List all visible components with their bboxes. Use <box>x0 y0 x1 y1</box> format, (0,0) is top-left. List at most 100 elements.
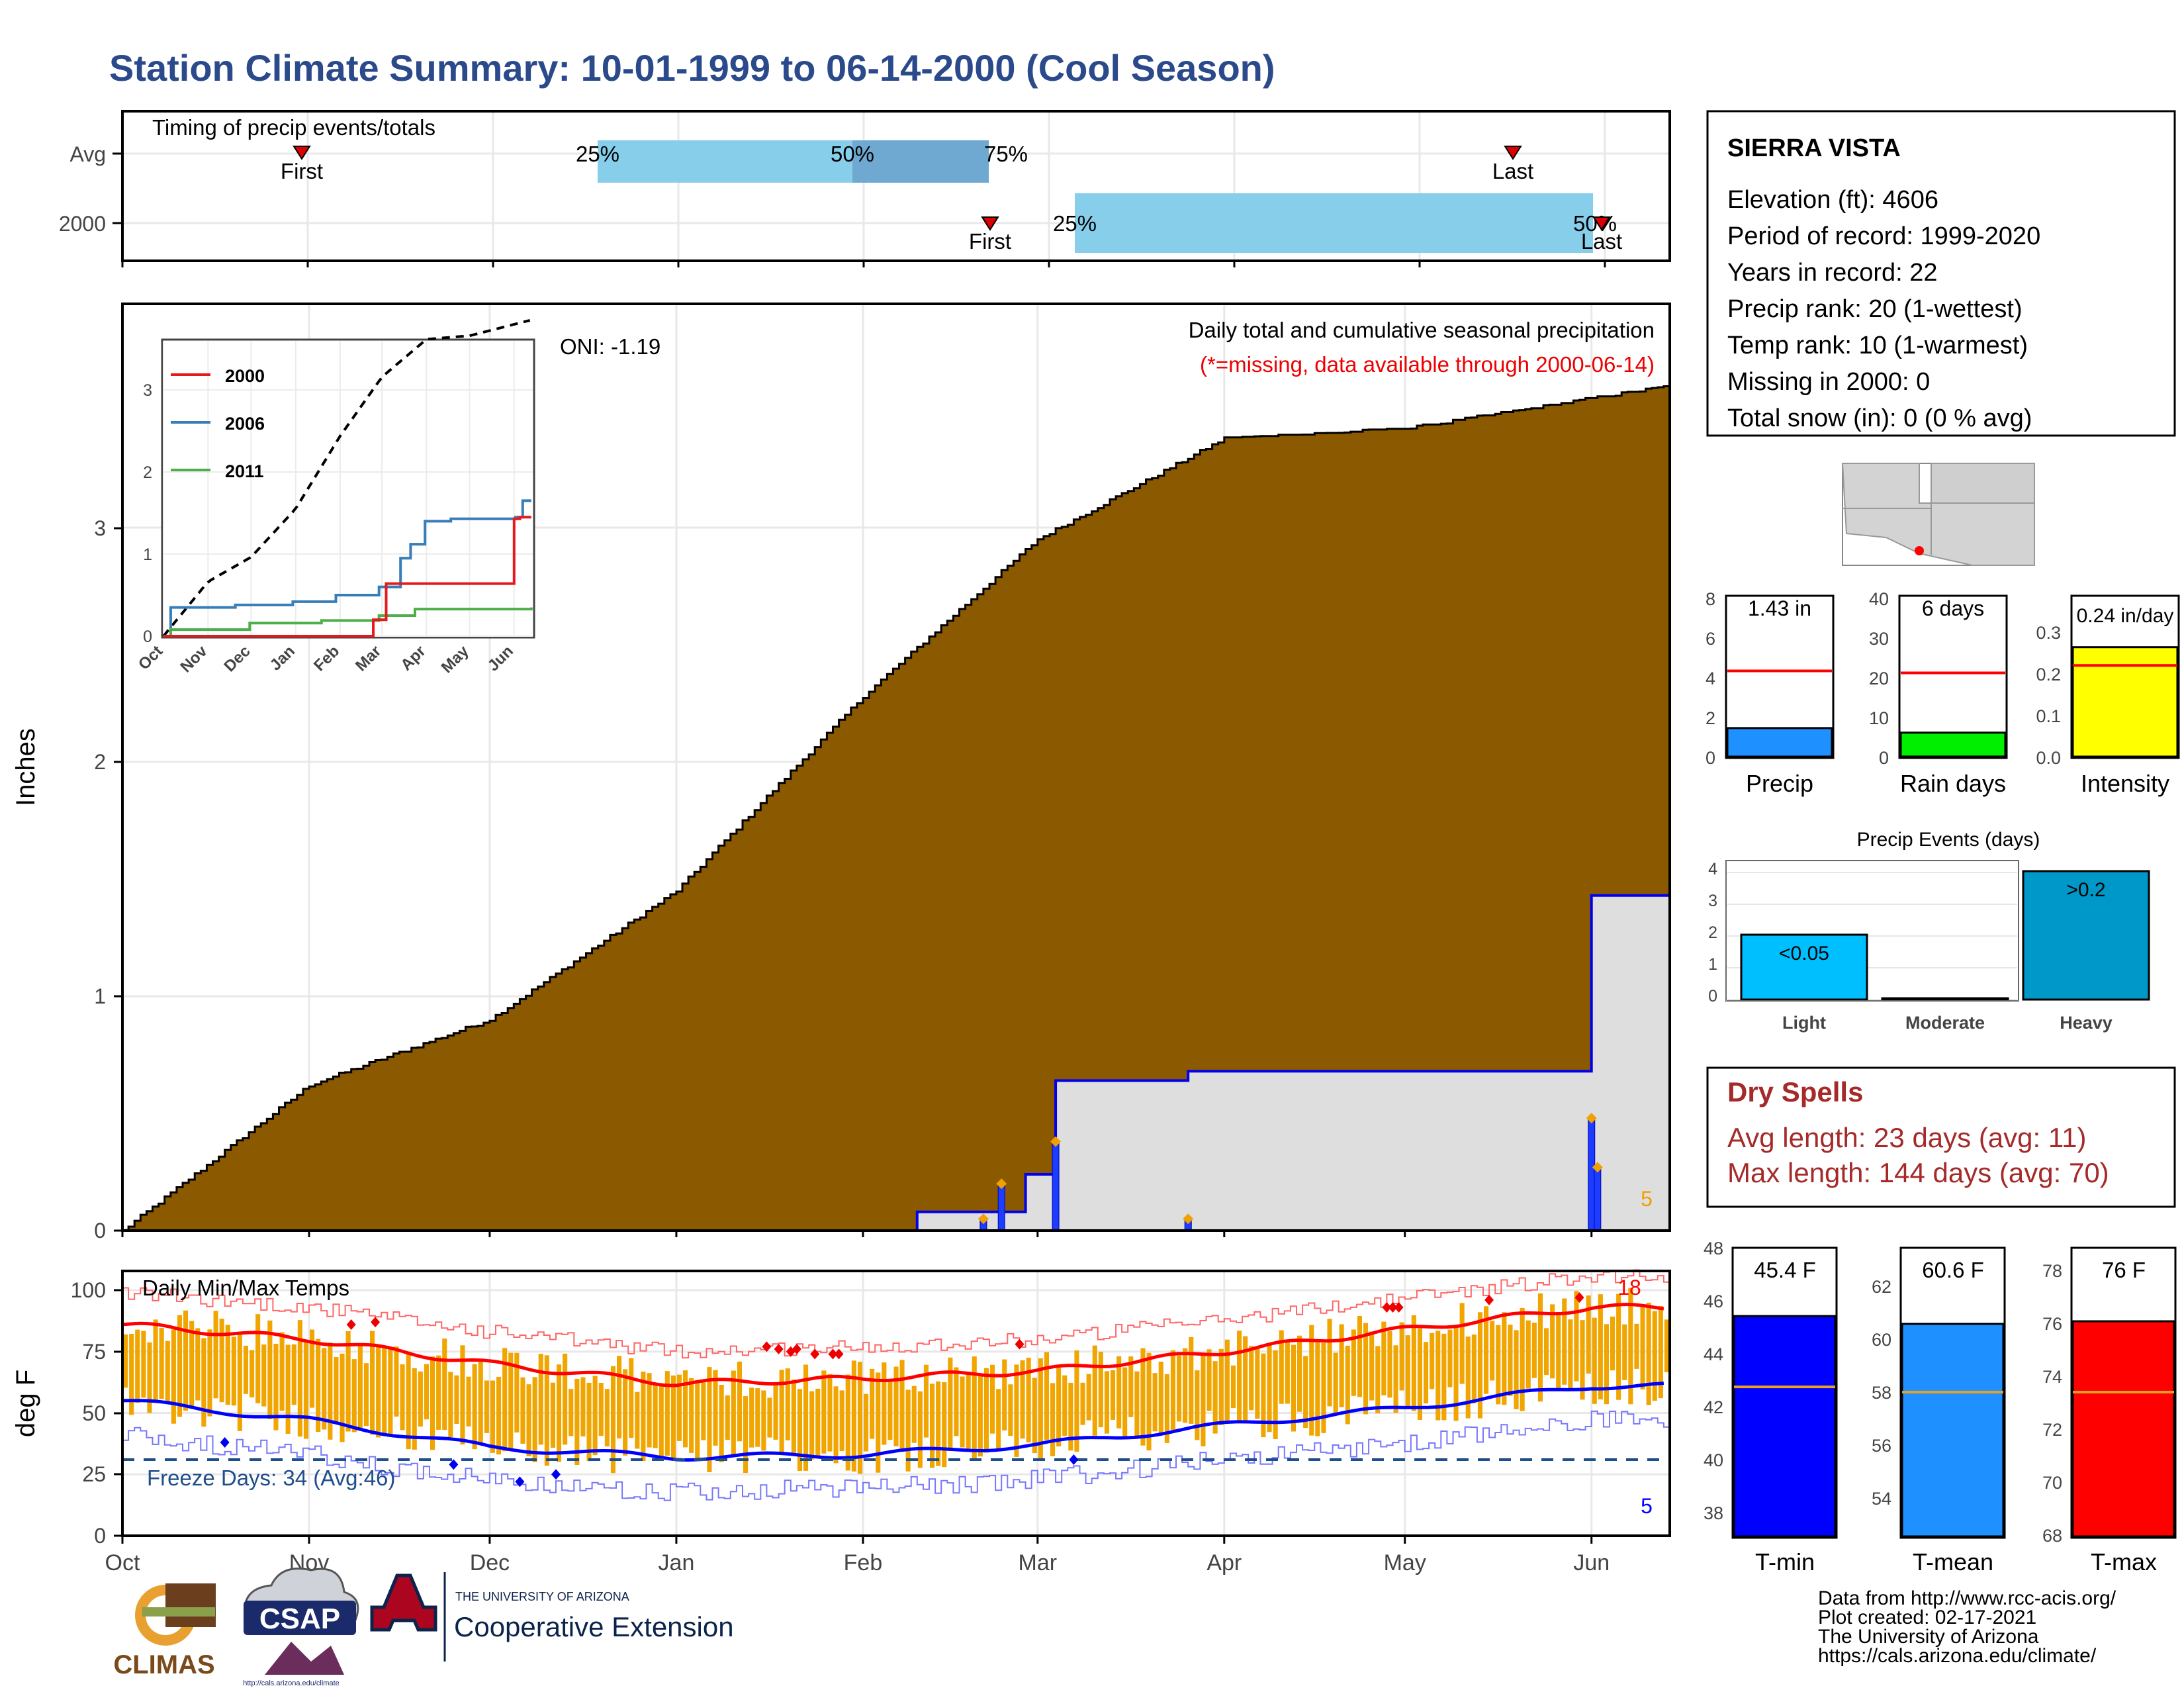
events-xtick-light: Light <box>1782 1013 1826 1033</box>
precip-ytick-0: 0 <box>94 1219 106 1243</box>
temp-range-bar <box>1189 1336 1194 1424</box>
dry-spells-title: Dry Spells <box>1727 1076 1863 1107</box>
temp-range-bar <box>153 1319 158 1401</box>
temp-range-bar <box>406 1351 411 1450</box>
temp-range-bar <box>382 1348 387 1435</box>
tmax-ytick-72: 72 <box>2042 1420 2062 1440</box>
temp-range-bar <box>966 1375 971 1450</box>
tmin-ytick-42: 42 <box>1704 1397 1723 1417</box>
inset-legend-2011: 2011 <box>225 461 264 481</box>
temp-range-bar <box>532 1377 537 1462</box>
temp-range-bar <box>1490 1321 1495 1381</box>
temp-range-bar <box>1315 1342 1320 1436</box>
temp-range-bar <box>1502 1312 1507 1405</box>
inset-chart: 2000 2006 2011 0 1 2 3 Oct Nov Dec Jan Feb Ma… <box>135 318 535 677</box>
inset-ytick-3: 3 <box>143 381 152 400</box>
station-location-marker <box>1915 546 1924 555</box>
daily-precip-marker-0 <box>996 1178 1007 1190</box>
temp-range-bar <box>1357 1316 1362 1397</box>
intensity-mini-ytick-1: 0.1 <box>2036 706 2061 726</box>
temp-range-bar <box>250 1350 255 1397</box>
record-low-marker-4 <box>1069 1454 1079 1465</box>
avg-q75-label: 75% <box>984 142 1028 166</box>
events-bars: <0.05 >0.2 <box>1740 870 2150 1001</box>
temp-ytick-0: 0 <box>94 1524 106 1548</box>
precip-ytick-3: 3 <box>94 516 106 540</box>
month-tick-jan: Jan <box>659 1550 695 1575</box>
temp-range-bar <box>550 1382 555 1448</box>
tmin-record-line <box>122 1410 1670 1501</box>
temp-range-bar <box>267 1320 273 1419</box>
temp-range-bar <box>1086 1374 1091 1421</box>
temp-range-bar <box>129 1334 134 1415</box>
station-period: Period of record: 1999-2020 <box>1727 222 2040 250</box>
temp-range-bar <box>279 1332 285 1411</box>
temp-range-bar <box>610 1366 615 1474</box>
tmin-label: T-min <box>1755 1548 1815 1575</box>
record-high-marker-10 <box>1382 1301 1392 1313</box>
temp-range-bar <box>502 1348 508 1452</box>
timing-row-2000: 2000 <box>59 212 106 236</box>
y2000-q25-label: 25% <box>1053 211 1097 236</box>
climas-logo-text: CLIMAS <box>113 1650 214 1679</box>
temp-range-bar <box>773 1382 778 1440</box>
temp-range-bar <box>1140 1348 1146 1446</box>
temp-range-bar <box>135 1329 140 1403</box>
temp-range-bar <box>1652 1311 1657 1401</box>
footer-credits: Data from http://www.rcc-acis.org/ Plot … <box>1818 1587 2116 1667</box>
temp-range-bar <box>165 1340 170 1402</box>
precip-mini-ytick-6: 6 <box>1706 629 1715 649</box>
temp-range-bar <box>1435 1331 1441 1421</box>
temp-range-bar <box>821 1370 827 1454</box>
tmean-chart: 60.6 F T-mean 54 56 58 60 62 <box>1872 1246 2006 1575</box>
temp-range-bar <box>255 1314 261 1403</box>
raindays-mini-ytick-10: 10 <box>1869 708 1889 728</box>
temp-range-bar <box>195 1328 201 1401</box>
intensity-mini-ytick-0: 0.0 <box>2036 748 2061 768</box>
precip-mini-ytick-2: 2 <box>1706 708 1715 728</box>
y2000-q50q75-label: 50% <box>1573 211 1617 236</box>
temp-range-bar <box>623 1369 628 1456</box>
footer-plot-created: Plot created: 02-17-2021 <box>1818 1607 2036 1628</box>
temp-range-bar <box>701 1380 706 1440</box>
tmax-chart: 76 F T-max 68 70 72 74 76 78 <box>2042 1246 2177 1575</box>
tmax-average-line <box>122 1302 1664 1387</box>
precip-events-title: Precip Events (days) <box>1857 829 2040 851</box>
precip-mini-ytick-8: 8 <box>1706 589 1715 609</box>
temp-range-bar <box>641 1372 646 1462</box>
temp-range-bar <box>1050 1383 1056 1456</box>
temp-range-bar <box>797 1389 802 1471</box>
temp-range-bar <box>1424 1342 1429 1404</box>
temp-range-bar <box>1574 1291 1579 1382</box>
temp-range-bar <box>147 1342 152 1413</box>
temp-range-bar <box>544 1355 549 1466</box>
temp-y-label: deg F <box>11 1370 40 1437</box>
precip-y-label: Inches <box>11 728 40 806</box>
temp-range-bar <box>569 1389 574 1436</box>
temp-range-bar <box>1375 1346 1381 1414</box>
temp-range-bar <box>1568 1319 1573 1391</box>
precip-events-chart: Precip Events (days) <0.05 >0.2 0 1 2 3 4… <box>1708 829 2150 1033</box>
temp-range-bar <box>749 1387 754 1448</box>
precip-panel-title: Daily total and cumulative seasonal prec… <box>1189 318 1655 342</box>
inset-legend-2000: 2000 <box>225 366 265 386</box>
avg-last-label: Last <box>1492 159 1533 183</box>
dry-spells-avg: Avg length: 23 days (avg: 11) <box>1727 1122 2086 1153</box>
temp-range-bar <box>1604 1324 1609 1405</box>
precip-mini-label: Precip <box>1746 770 1813 797</box>
temp-range-bar <box>1363 1323 1369 1415</box>
temp-range-bar <box>1514 1330 1519 1409</box>
temp-range-bar <box>201 1338 206 1427</box>
tmin-ytick-38: 38 <box>1704 1503 1723 1523</box>
temp-range-bar <box>472 1364 477 1450</box>
temp-range-bar <box>719 1385 724 1462</box>
raindays-mini-value: 6 days <box>1922 596 1984 620</box>
temp-range-bar <box>508 1352 514 1450</box>
station-name: SIERRA VISTA <box>1727 134 1901 162</box>
tmin-ytick-46: 46 <box>1704 1291 1723 1311</box>
daily-precip-marker-1 <box>1050 1136 1062 1147</box>
precip-panel-subtitle: (*=missing, data available through 2000-… <box>1200 352 1655 377</box>
temp-range-bar <box>448 1372 453 1437</box>
tmax-record-line <box>122 1269 1670 1359</box>
